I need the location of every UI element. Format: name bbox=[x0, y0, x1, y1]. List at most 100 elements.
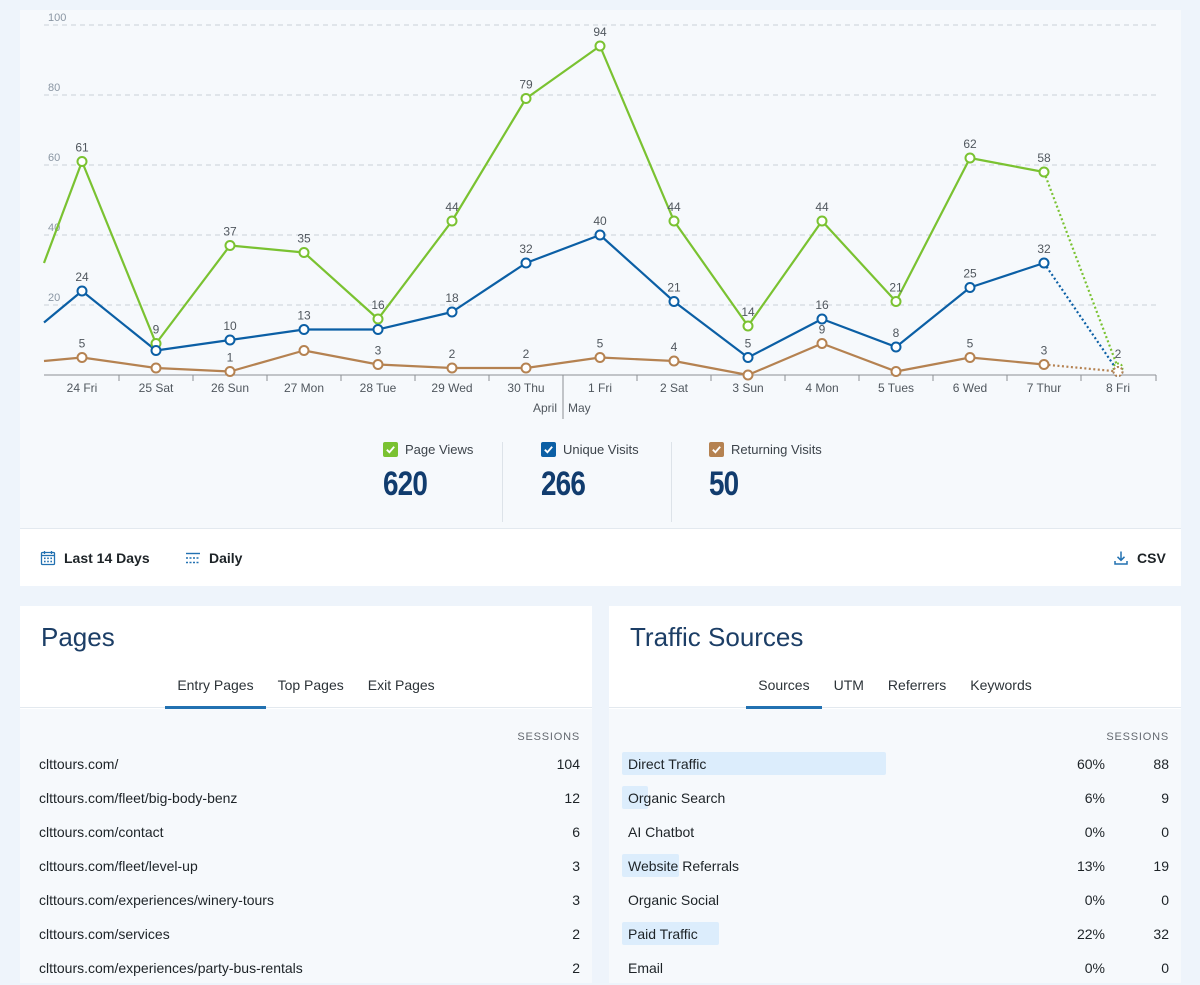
tab-top-pages[interactable]: Top Pages bbox=[277, 677, 344, 693]
returning-visits-point bbox=[76, 352, 88, 363]
source-share-bar bbox=[622, 786, 648, 809]
page-views-data-label: 94 bbox=[593, 25, 607, 39]
table-row[interactable]: Organic Search 6% 9 bbox=[609, 781, 1181, 815]
unique-visits-data-label: 18 bbox=[445, 291, 459, 305]
page-views-point bbox=[964, 152, 976, 164]
table-row[interactable]: Paid Traffic 22% 32 bbox=[609, 917, 1181, 951]
returning-visits-checkbox-icon[interactable] bbox=[709, 442, 724, 457]
source-percent: 13% bbox=[1076, 858, 1105, 874]
unique-visits-label: Unique Visits bbox=[563, 442, 639, 457]
source-percent: 22% bbox=[1076, 926, 1105, 942]
page-views-point bbox=[594, 40, 606, 52]
table-row[interactable]: Email 0% 0 bbox=[609, 951, 1181, 985]
page-views-point bbox=[816, 215, 828, 227]
unique-visits-point bbox=[816, 313, 828, 325]
returning-visits-data-label: 9 bbox=[819, 323, 826, 337]
x-tick-label: 26 Sun bbox=[211, 381, 249, 395]
table-row[interactable]: clttours.com/contact 6 bbox=[20, 815, 592, 849]
unique-visits-data-label: 32 bbox=[1037, 242, 1051, 256]
x-tick-label: 28 Tue bbox=[360, 381, 397, 395]
table-row[interactable]: clttours.com/experiences/party-bus-renta… bbox=[20, 951, 592, 985]
legend-returning-visits[interactable]: Returning Visits 50 bbox=[709, 442, 822, 504]
page-views-point bbox=[224, 240, 236, 251]
page-url: clttours.com/experiences/winery-tours bbox=[39, 892, 274, 908]
source-name: Paid Traffic bbox=[628, 926, 698, 942]
source-name: Website Referrals bbox=[628, 858, 740, 874]
page-sessions: 104 bbox=[556, 756, 580, 772]
page-sessions: 3 bbox=[572, 858, 580, 874]
legend-divider bbox=[502, 442, 503, 522]
y-tick-label: 20 bbox=[48, 292, 60, 304]
unique-visits-data-label: 24 bbox=[75, 270, 89, 284]
legend-unique-visits[interactable]: Unique Visits 266 bbox=[541, 442, 639, 504]
unique-visits-checkbox-icon[interactable] bbox=[541, 442, 556, 457]
source-share-bar bbox=[622, 752, 886, 775]
page-views-label: Page Views bbox=[405, 442, 474, 457]
table-row[interactable]: AI Chatbot 0% 0 bbox=[609, 815, 1181, 849]
table-row[interactable]: Website Referrals 13% 19 bbox=[609, 849, 1181, 883]
x-tick-label: 7 Thur bbox=[1027, 381, 1061, 395]
page-views-data-label: 58 bbox=[1037, 151, 1051, 165]
page-views-data-label: 9 bbox=[153, 323, 160, 337]
tab-referrers[interactable]: Referrers bbox=[887, 677, 947, 693]
csv-label: CSV bbox=[1137, 550, 1166, 566]
table-row[interactable]: clttours.com/services 2 bbox=[20, 917, 592, 951]
source-sessions: 19 bbox=[1153, 858, 1169, 874]
page-views-point bbox=[372, 313, 384, 325]
tab-exit-pages[interactable]: Exit Pages bbox=[367, 677, 435, 693]
page-views-line-segment bbox=[42, 161, 84, 264]
page-url: clttours.com/fleet/level-up bbox=[39, 858, 198, 874]
page-views-point bbox=[298, 247, 310, 258]
returning-visits-point bbox=[594, 352, 606, 363]
unique-visits-total: 266 bbox=[541, 465, 586, 503]
page-views-point bbox=[1038, 166, 1050, 178]
page-url: clttours.com/experiences/party-bus-renta… bbox=[39, 960, 303, 976]
table-row[interactable]: clttours.com/fleet/level-up 3 bbox=[20, 849, 592, 883]
page-views-partial-line bbox=[1042, 171, 1120, 369]
unique-visits-point bbox=[520, 257, 532, 269]
table-row[interactable]: clttours.com/fleet/big-body-benz 12 bbox=[20, 781, 592, 815]
pages-panel: Pages Entry Pages Top Pages Exit Pages S… bbox=[20, 606, 592, 983]
returning-visits-point bbox=[668, 355, 680, 367]
unique-visits-point bbox=[298, 324, 310, 335]
page-views-checkbox-icon[interactable] bbox=[383, 442, 398, 457]
returning-visits-point bbox=[890, 366, 902, 377]
tab-keywords[interactable]: Keywords bbox=[970, 677, 1032, 693]
calendar-icon bbox=[40, 551, 56, 566]
unique-visits-point bbox=[150, 345, 162, 356]
x-tick-label: 29 Wed bbox=[431, 381, 472, 395]
unique-visits-line bbox=[81, 233, 1045, 359]
date-range-button[interactable]: Last 14 Days bbox=[40, 550, 150, 566]
pages-tabs: Entry Pages Top Pages Exit Pages bbox=[20, 666, 592, 709]
unique-visits-data-label: 10 bbox=[223, 319, 237, 333]
returning-visits-partial-line bbox=[1043, 363, 1119, 373]
unique-visits-point bbox=[372, 324, 384, 335]
table-row[interactable]: clttours.com/ 104 bbox=[20, 747, 592, 781]
sessions-column-header: SESSIONS bbox=[517, 731, 580, 743]
legend-page-views[interactable]: Page Views 620 bbox=[383, 442, 473, 504]
y-tick-label: 60 bbox=[48, 152, 60, 164]
page-sessions: 2 bbox=[572, 960, 580, 976]
page-views-point bbox=[520, 93, 532, 104]
table-row[interactable]: Organic Social 0% 0 bbox=[609, 883, 1181, 917]
traffic-sources-table: SESSIONS Direct Traffic 60% 88 Organic Sear… bbox=[609, 709, 1181, 983]
page-views-data-label: 44 bbox=[815, 200, 829, 214]
x-tick-label: 30 Thu bbox=[507, 381, 544, 395]
returning-visits-point bbox=[742, 369, 754, 381]
returning-visits-data-label: 2 bbox=[449, 347, 456, 361]
interval-button[interactable]: Daily bbox=[185, 550, 242, 566]
returning-visits-point bbox=[964, 352, 976, 363]
returning-visits-point bbox=[520, 362, 532, 374]
tab-sources[interactable]: Sources bbox=[746, 666, 822, 709]
unique-visits-point bbox=[668, 296, 680, 307]
source-share-bar bbox=[622, 854, 679, 877]
tab-entry-pages[interactable]: Entry Pages bbox=[165, 666, 266, 709]
table-row[interactable]: Direct Traffic 60% 88 bbox=[609, 747, 1181, 781]
x-tick-label: 1 Fri bbox=[588, 381, 612, 395]
traffic-sources-panel: Traffic Sources Sources UTM Referrers Ke… bbox=[609, 606, 1181, 983]
traffic-sources-title: Traffic Sources bbox=[630, 622, 804, 652]
table-row[interactable]: clttours.com/experiences/winery-tours 3 bbox=[20, 883, 592, 917]
returning-visits-line-segment bbox=[43, 356, 83, 363]
tab-utm[interactable]: UTM bbox=[833, 677, 864, 693]
csv-download-button[interactable]: CSV bbox=[1113, 550, 1166, 566]
